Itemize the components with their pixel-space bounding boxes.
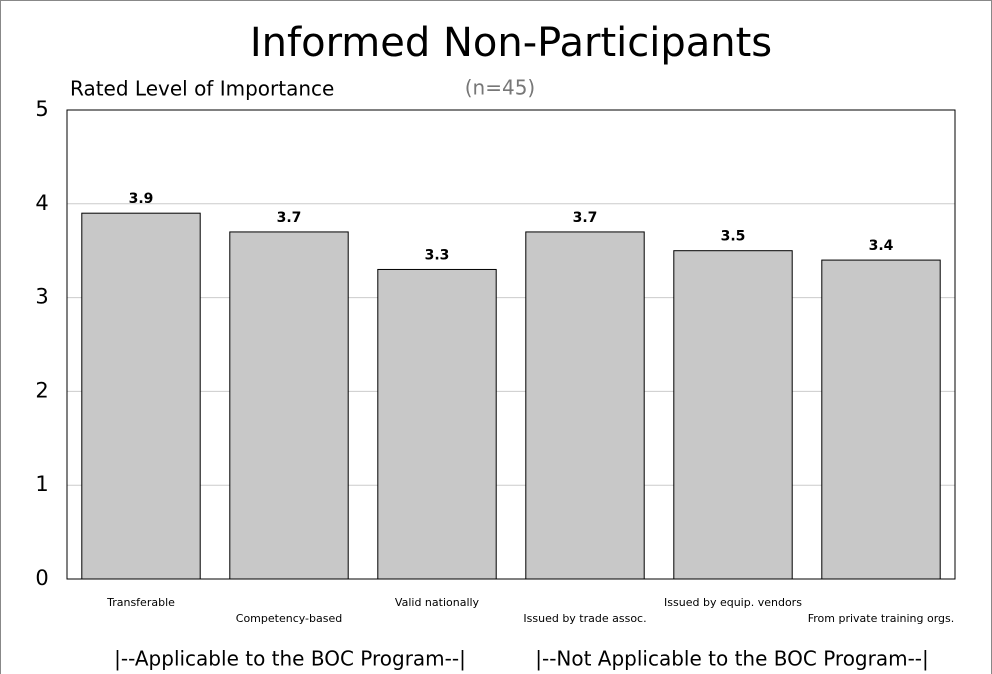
bar (673, 250, 793, 580)
y-tick-label: 3 (35, 285, 48, 309)
data-label: 3.4 (869, 238, 894, 254)
data-label: 3.7 (277, 210, 302, 226)
data-label: 3.5 (721, 229, 746, 245)
data-label: 3.3 (425, 247, 450, 263)
x-tick-label: Issued by equip. vendors (664, 596, 802, 609)
bar (229, 231, 349, 580)
group-label: |--Not Applicable to the BOC Program--| (535, 647, 929, 671)
data-label: 3.9 (129, 191, 154, 207)
x-tick-label: Valid nationally (395, 596, 480, 609)
x-tick-label: Transferable (106, 596, 175, 609)
bar (525, 231, 645, 580)
chart-title: Informed Non-Participants (250, 20, 772, 66)
x-tick-label: From private training orgs. (808, 612, 955, 625)
y-tick-label: 5 (35, 97, 48, 121)
data-label: 3.7 (573, 210, 598, 226)
group-label: |--Applicable to the BOC Program--| (114, 647, 466, 671)
bar (81, 212, 201, 580)
x-tick-label: Competency-based (236, 612, 342, 625)
x-tick-label: Issued by trade assoc. (523, 612, 646, 625)
bar (821, 259, 941, 580)
bar (377, 268, 497, 580)
y-tick-label: 4 (35, 191, 48, 215)
y-axis-label: Rated Level of Importance (70, 77, 334, 101)
y-tick-label: 1 (35, 472, 48, 496)
y-tick-label: 0 (35, 566, 48, 590)
plot-frame (66, 109, 956, 580)
sample-size: (n=45) (465, 76, 536, 100)
y-tick-label: 2 (35, 378, 48, 402)
